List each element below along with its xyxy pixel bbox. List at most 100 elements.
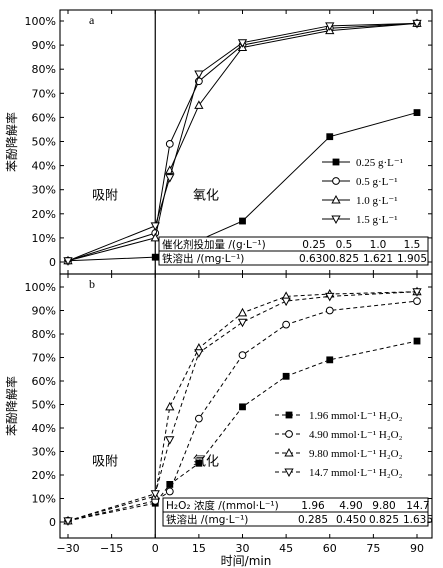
data-point	[413, 109, 421, 116]
table-row1-label: H₂O₂ 浓度 /(mmol·L⁻¹)	[166, 499, 279, 512]
legend-marker	[284, 468, 294, 478]
y-tick-label: 70%	[32, 87, 56, 100]
y-tick-label: 30%	[32, 184, 56, 197]
region-label-oxidation: 氧化	[193, 188, 219, 203]
x-tick-label: −15	[100, 542, 123, 555]
x-tick-label: 15	[192, 542, 206, 555]
table-row2-value: 0.285	[298, 514, 328, 526]
x-tick-label: 90	[410, 542, 424, 555]
y-tick-label: 90%	[32, 39, 56, 52]
x-tick-label: 60	[323, 542, 337, 555]
panel-letter: b	[89, 277, 95, 291]
panel-letter: a	[89, 13, 95, 27]
data-point	[412, 19, 422, 29]
y-tick-label: 80%	[32, 63, 56, 76]
data-point	[165, 140, 174, 148]
legend-marker	[285, 430, 293, 438]
series-line	[67, 291, 418, 522]
y-tick-label: 100%	[25, 281, 56, 294]
panel-b: 0 10% 20% 30% 40% 50% 60% 70% 80% 90% 100% 苯酚降解率 −30…	[4, 273, 433, 568]
data-point	[63, 257, 73, 266]
region-label-adsorption: 吸附	[92, 188, 118, 203]
data-point	[166, 481, 174, 488]
data-point	[165, 487, 174, 496]
y-tick-label: 80%	[32, 328, 56, 341]
data-point	[150, 232, 160, 242]
y-tick-label: 50%	[32, 136, 56, 149]
data-point	[325, 306, 334, 315]
x-tick-label: −30	[56, 542, 79, 555]
y-tick-label: 10%	[32, 232, 56, 245]
legend-label: 9.80 mmol·L⁻¹ H₂O₂	[309, 448, 403, 460]
data-point	[413, 337, 421, 345]
legend-marker	[332, 177, 340, 185]
info-table: 催化剂投加量 /(g·L⁻¹)铁溶出 /(mg·L⁻¹) 0.25 0.5 1.0 1.…	[158, 236, 429, 266]
y-tick-label: 40%	[32, 422, 56, 435]
legend-marker	[331, 215, 341, 225]
data-point	[165, 436, 175, 445]
y-axis-label: 苯酚降解率	[4, 112, 19, 172]
data-point	[195, 459, 203, 467]
y-tick-label: 90%	[32, 305, 56, 318]
data-point	[412, 288, 422, 297]
info-table: H₂O₂ 浓度 /(mmol·L⁻¹)铁溶出 /(mg·L⁻¹) 1.96 4.90…	[162, 497, 433, 527]
data-point	[237, 318, 248, 328]
data-point	[326, 356, 334, 364]
y-tick-label: 40%	[32, 160, 56, 173]
table-row2-value: 1.621	[363, 253, 393, 265]
data-point	[194, 414, 203, 423]
table-row2-value: 0.825	[369, 514, 399, 526]
table-row2-value: 0.630	[299, 253, 329, 265]
table-row1-value: 1.96	[301, 500, 325, 512]
table-row1-value: 1.0	[370, 239, 387, 251]
data-point	[165, 174, 175, 183]
data-point	[325, 22, 335, 31]
table-row2-label: 铁溶出 /(mg·L⁻¹)	[166, 513, 248, 526]
y-tick-label: 10%	[32, 493, 56, 506]
x-axis-label: 时间/min	[221, 554, 272, 568]
y-tick-label: 60%	[32, 375, 56, 388]
table-row1-value: 0.5	[336, 239, 353, 251]
x-tick-label: 75	[366, 542, 380, 555]
plot-frame	[59, 273, 433, 539]
table-row1-value: 9.80	[372, 500, 395, 512]
data-point	[63, 517, 73, 526]
legend-label: 0.5 g·L⁻¹	[356, 176, 398, 188]
table-row2-label: 铁溶出 /(mg·L⁻¹)	[162, 252, 244, 265]
legend-marker	[285, 411, 293, 419]
y-tick-label: 20%	[32, 208, 56, 221]
y-tick-label: 0	[49, 516, 56, 529]
y-tick-label: 50%	[32, 399, 56, 412]
y-tick-label: 70%	[32, 352, 56, 365]
y-tick-label: 30%	[32, 446, 56, 459]
data-point	[165, 401, 175, 411]
legend-label: 14.7 mmol·L⁻¹ H₂O₂	[309, 467, 403, 479]
data-point	[194, 349, 204, 358]
y-tick-label: 0	[49, 256, 56, 269]
data-point	[413, 297, 421, 306]
legend-marker	[332, 158, 340, 166]
table-row1-label: 催化剂投加量 /(g·L⁻¹)	[162, 238, 266, 251]
table-row1-value: 0.25	[302, 239, 325, 251]
legend-label: 1.96 mmol·L⁻¹ H₂O₂	[309, 410, 403, 422]
series-2	[64, 19, 421, 265]
x-tick-label: 0	[152, 542, 159, 555]
data-point	[239, 403, 246, 411]
data-point	[237, 39, 248, 48]
series-4	[63, 288, 422, 526]
legend: 0.25 g·L⁻¹ 0.5 g·L⁻¹ 1.0 g·L⁻¹ 1.5 g·L⁻¹	[322, 157, 403, 226]
data-point	[326, 133, 334, 141]
series-3	[63, 18, 422, 265]
data-point	[325, 292, 335, 302]
y-tick-label: 20%	[32, 469, 56, 482]
legend-label: 0.25 g·L⁻¹	[356, 157, 403, 169]
panel-a: 0 10% 20% 30% 40% 50% 60% 70% 80% 90% 100% 苯酚降解率 a 吸附…	[4, 9, 433, 275]
legend-marker	[331, 194, 341, 204]
legend-label: 1.5 g·L⁻¹	[356, 214, 398, 226]
legend-marker	[284, 447, 294, 457]
table-row2-value: 1.905	[397, 253, 427, 265]
table-row2-value: 1.635	[403, 514, 433, 526]
legend-label: 1.0 g·L⁻¹	[356, 195, 398, 207]
data-point	[194, 70, 204, 80]
